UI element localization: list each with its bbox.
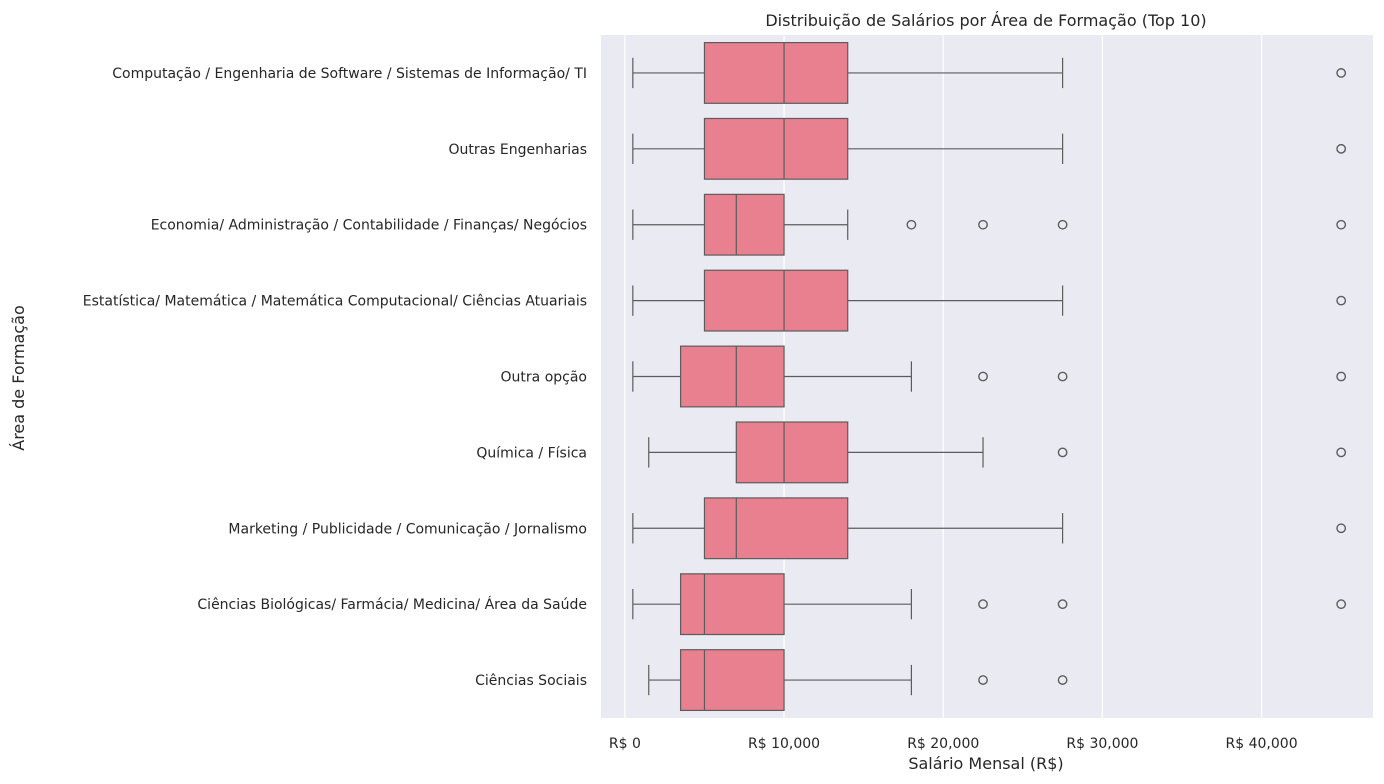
outlier-point [1336, 599, 1347, 610]
box-group [632, 497, 1347, 560]
y-tick-label: Ciências Sociais [475, 673, 587, 689]
x-axis-label: Salário Mensal (R$) [908, 754, 1063, 773]
outlier-point [978, 219, 988, 230]
iqr-box [679, 345, 785, 408]
y-tick-label: Marketing / Publicidade / Comunicação / … [228, 521, 587, 537]
outlier-point [1057, 675, 1068, 685]
iqr-box [703, 193, 785, 256]
outlier-point [1336, 295, 1347, 306]
outlier-point [1336, 523, 1347, 534]
outlier-point [1336, 68, 1347, 78]
box-group [648, 649, 1068, 712]
x-tick-label: R$ 40,000 [1226, 736, 1298, 752]
y-tick-label: Economia/ Administração / Contabilidade … [151, 218, 587, 234]
outlier-point [1057, 219, 1068, 230]
box-series [632, 41, 1347, 712]
outlier-point [978, 675, 988, 685]
box-group [632, 117, 1347, 180]
y-tick-label: Ciências Biológicas/ Farmácia/ Medicina/… [197, 596, 587, 613]
y-tick-label: Estatística/ Matemática / Matemática Com… [83, 294, 587, 310]
outlier-point [906, 219, 917, 230]
y-tick-label: Química / Física [476, 445, 587, 461]
y-axis-label: Área de Formação [9, 305, 28, 451]
x-tick-labels: R$ 0 R$ 10,000 R$ 20,000 R$ 30,000 R$ 40,000 [609, 736, 1298, 752]
outlier-point [978, 371, 988, 382]
iqr-box [679, 573, 785, 636]
box-group [648, 421, 1347, 484]
y-tick-label: Outra opção [501, 370, 587, 386]
outlier-point [1336, 447, 1347, 458]
box-group [632, 269, 1347, 332]
x-tick-label: R$ 20,000 [907, 736, 979, 752]
iqr-box [703, 497, 849, 560]
box-group [632, 345, 1347, 408]
outlier-point [1057, 447, 1068, 458]
outlier-point [1336, 219, 1347, 230]
box-group [632, 41, 1347, 104]
iqr-box [735, 421, 849, 484]
outlier-point [1336, 371, 1347, 382]
y-tick-label: Computação / Engenharia de Software / Si… [112, 66, 587, 82]
y-tick-labels: Computação / Engenharia de Software / Si… [83, 66, 587, 689]
outlier-point [1057, 599, 1068, 610]
x-tick-label: R$ 10,000 [748, 736, 820, 752]
iqr-box [679, 649, 785, 712]
outlier-point [1336, 143, 1347, 154]
y-tick-label: Outras Engenharias [448, 142, 587, 158]
iqr-box [703, 117, 849, 180]
box-group [632, 573, 1347, 636]
outlier-point [978, 599, 988, 610]
box-group [632, 193, 1347, 256]
x-tick-label: R$ 0 [609, 736, 641, 752]
x-tick-label: R$ 30,000 [1066, 736, 1138, 752]
outlier-point [1057, 371, 1068, 382]
iqr-box [703, 41, 849, 104]
chart-title: Distribuição de Salários por Área de For… [765, 11, 1206, 30]
iqr-box [703, 269, 849, 332]
